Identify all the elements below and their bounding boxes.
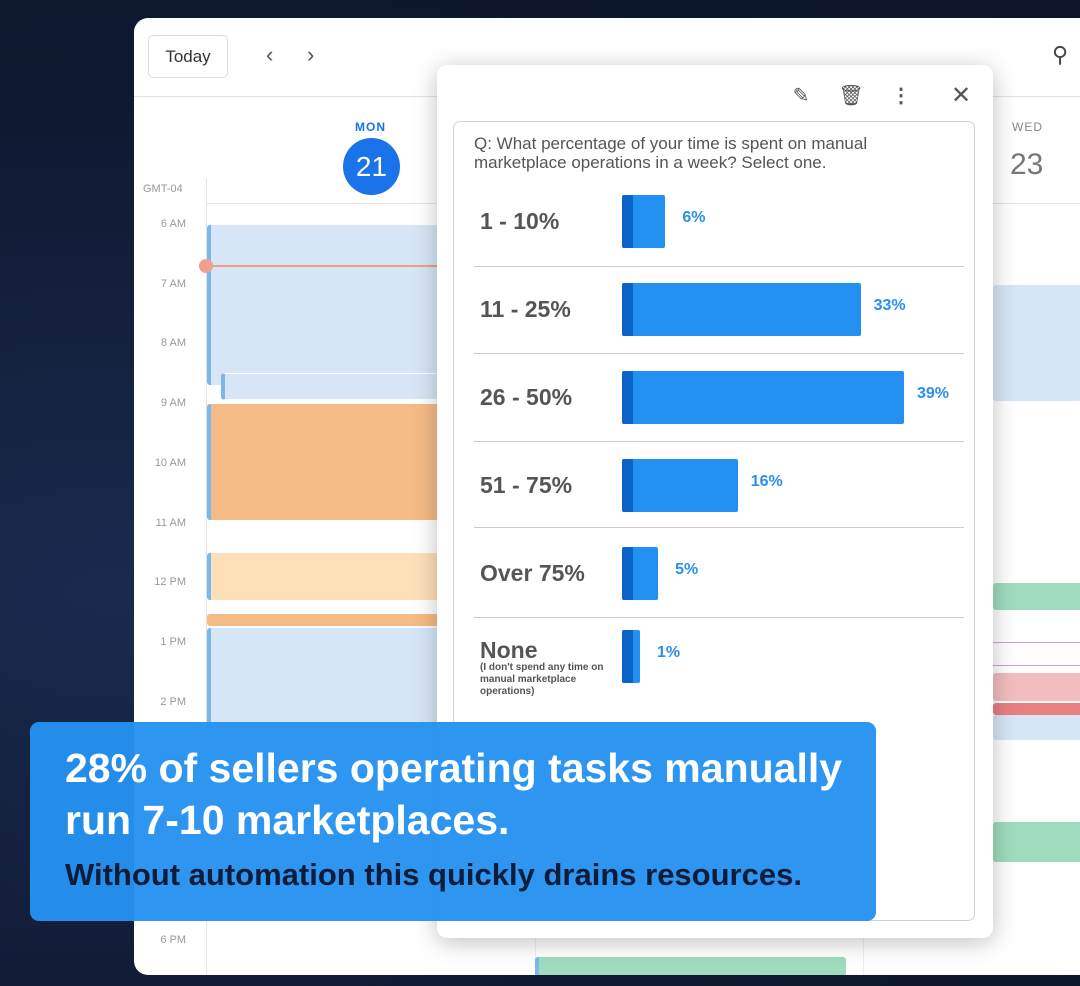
day-name: MON [355,120,386,134]
bar [622,459,738,512]
day-name: WED [1012,120,1043,134]
event-line [993,642,1080,643]
event[interactable] [993,583,1080,610]
time-label: 8 AM [160,337,186,350]
event[interactable] [207,404,447,520]
bar [622,195,666,248]
category-label: None [480,637,538,663]
day-date-today[interactable]: 21 [343,138,400,195]
current-time-line [206,265,466,267]
category-note: (I don't spend any time on manual market… [480,662,604,697]
time-label: 6 AM [160,218,186,230]
time-label: 1 PM [160,635,186,648]
chart-title: Q: What percentage of your time is spent… [474,134,868,172]
event[interactable] [993,285,1080,401]
time-label: 9 AM [160,397,186,410]
data-label: 6% [682,209,706,226]
row-divider [474,441,964,442]
time-label: 11 AM [155,516,186,529]
event[interactable] [993,715,1080,740]
category-label: 1 - 10% [480,208,560,234]
chevron-right-icon[interactable]: › [307,42,315,67]
bar [622,283,861,336]
callout-subtitle: Without automation this quickly drains r… [65,857,802,892]
search-icon[interactable]: ⚲ [1052,42,1069,67]
event[interactable] [207,628,447,728]
category-label: 11 - 25% [480,296,571,322]
chevron-left-icon[interactable]: ‹ [266,42,274,67]
day-date[interactable]: 23 [1010,148,1044,181]
survey-chart: Q: What percentage of your time is spent… [453,121,975,921]
time-label: 2 PM [160,695,186,708]
event[interactable] [207,614,447,626]
time-label: 7 AM [160,277,186,290]
data-label: 1% [657,644,681,661]
time-label: 6 PM [160,934,186,947]
event[interactable] [993,673,1080,701]
time-label: 12 PM [154,576,186,589]
event[interactable] [207,225,447,385]
data-label: 33% [873,297,906,314]
data-label: 5% [675,561,699,578]
event[interactable] [207,553,447,600]
close-icon[interactable]: ✕ [950,81,972,109]
event[interactable] [221,373,447,400]
bar [622,547,659,600]
category-label: Over 75% [480,560,585,586]
today-button[interactable]: Today [148,35,228,78]
event[interactable] [993,703,1080,715]
row-divider [474,617,964,618]
row-divider [474,266,964,267]
bar [622,630,640,683]
current-time-dot [199,259,213,273]
more-vert-icon[interactable]: ⋮ [891,84,911,107]
event[interactable] [535,957,846,975]
divider [206,178,207,975]
bar [622,371,904,424]
callout-title: 28% of sellers operating tasks manually … [65,745,843,843]
row-divider [474,527,964,528]
data-label: 39% [917,385,950,402]
row-divider [474,353,964,354]
category-label: 26 - 50% [480,384,573,410]
trash-icon[interactable]: 🗑 [838,84,864,107]
callout-banner: 28% of sellers operating tasks manually … [30,722,876,921]
timezone-label: GMT-04 [143,183,183,195]
pencil-icon[interactable]: ✎ [792,84,810,107]
event[interactable] [993,822,1080,862]
category-label: 51 - 75% [480,472,573,498]
time-label: 10 AM [154,456,186,469]
data-label: 16% [750,473,783,490]
event-line [993,665,1080,666]
